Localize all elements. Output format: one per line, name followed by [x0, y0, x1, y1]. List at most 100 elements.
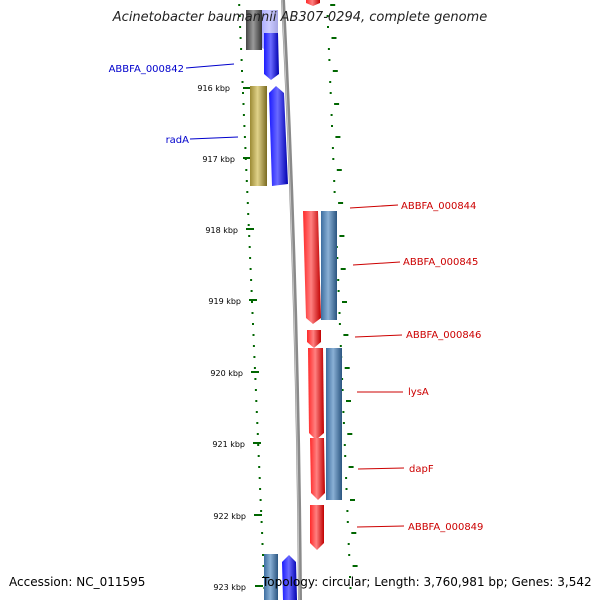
cds-abbfa-000849[interactable] [310, 505, 324, 550]
gc-dot [330, 4, 336, 6]
tick-917: 917 kbp [202, 155, 251, 164]
gene-bottom-left[interactable] [264, 554, 278, 600]
gc-dot [339, 345, 342, 347]
reverse-features [303, 0, 342, 550]
gc-dot [337, 279, 340, 281]
gc-dot [253, 356, 256, 358]
tick-label: 920 kbp [210, 369, 243, 378]
gc-dot [255, 411, 258, 413]
gc-dot [338, 312, 341, 314]
gc-dot [346, 521, 349, 523]
gc-dot [261, 543, 264, 545]
gene-abbfa-000845[interactable] [321, 211, 337, 320]
gc-dot [241, 81, 244, 83]
gc-dot [246, 202, 249, 204]
gc-dot [337, 290, 340, 292]
genome-backbone [281, 0, 302, 600]
gc-dot [348, 466, 354, 468]
label-abbfa-000849[interactable]: ABBFA_000849 [408, 522, 483, 533]
gc-dot [327, 48, 330, 50]
gc-dot [247, 224, 250, 226]
gc-dot [332, 70, 338, 72]
gc-dot [243, 136, 246, 138]
gc-dot [242, 92, 244, 94]
gc-dot [351, 532, 357, 534]
gc-dot [259, 499, 262, 501]
label-abbfa-000845[interactable]: ABBFA_000845 [403, 257, 478, 268]
gc-dot [336, 169, 342, 171]
cds-abbfa-000842[interactable] [264, 33, 279, 80]
gc-dot [349, 587, 352, 589]
cds-abbfa-000846[interactable] [307, 330, 321, 348]
gc-dot [338, 323, 341, 325]
cds-rada[interactable] [269, 86, 288, 186]
label-abbfa-000846[interactable]: ABBFA_000846 [406, 330, 481, 341]
gc-dot [341, 378, 344, 380]
cds-dapf[interactable] [310, 438, 325, 500]
gc-dot [248, 235, 251, 237]
cds-abbfa-000844[interactable] [303, 211, 321, 324]
label-lysa[interactable]: lysA [408, 387, 429, 398]
gc-content-track-left [238, 4, 266, 589]
gc-dot [344, 367, 350, 369]
gc-dot [343, 444, 346, 446]
gc-dot [342, 301, 347, 303]
cds-lysa[interactable] [308, 348, 324, 440]
position-axis: 916 kbp 917 kbp 918 kbp 919 kbp 920 kbp … [197, 84, 263, 592]
gc-dot [341, 389, 344, 391]
gc-dot [329, 81, 332, 83]
gc-dot [343, 334, 349, 336]
gc-dot [332, 158, 335, 160]
tick-916: 916 kbp [197, 84, 251, 93]
gc-dot [336, 257, 339, 259]
cds-bottom-left[interactable] [282, 555, 297, 600]
gc-dot [256, 433, 259, 435]
gene-rada[interactable] [250, 86, 267, 186]
gc-dot [251, 301, 253, 303]
gc-dot [241, 70, 243, 72]
label-dapf[interactable]: dapF [409, 464, 434, 475]
gene-lysa[interactable] [326, 348, 342, 500]
gc-dot [327, 26, 329, 28]
gc-dot [248, 246, 251, 248]
label-abbfa-000844[interactable]: ABBFA_000844 [401, 201, 476, 212]
gc-dot [342, 411, 345, 413]
tick-922: 922 kbp [213, 512, 262, 521]
tick-label: 919 kbp [208, 297, 241, 306]
gc-dot [261, 532, 264, 534]
gc-dot [330, 114, 333, 116]
gc-dot [344, 455, 347, 457]
forward-features [246, 10, 297, 600]
gc-dot [338, 202, 344, 204]
gc-dot [242, 114, 245, 116]
gc-dot [258, 477, 261, 479]
tick-label: 917 kbp [202, 155, 235, 164]
gc-dot [331, 37, 337, 39]
label-abbfa-000842[interactable]: ABBFA_000842 [109, 64, 184, 75]
gc-dot [329, 92, 332, 94]
gc-dot [250, 279, 253, 281]
gc-dot [328, 59, 331, 61]
gc-dot [347, 543, 350, 545]
gc-dot [250, 290, 253, 292]
gc-dot [331, 147, 334, 149]
gc-dot [260, 510, 263, 512]
gene-feature-gray[interactable] [246, 10, 262, 50]
tick-919: 919 kbp [208, 297, 257, 306]
gc-dot [239, 26, 242, 28]
tick-920: 920 kbp [210, 369, 259, 378]
gc-dot [346, 510, 349, 512]
tick-921: 921 kbp [212, 440, 261, 449]
gc-dot [251, 312, 254, 314]
gc-dot [345, 477, 348, 479]
map-title: Acinetobacter baumannii AB307-0294, comp… [112, 10, 488, 25]
gc-dot [334, 103, 340, 105]
gc-dot [260, 521, 263, 523]
gc-dot [339, 235, 345, 237]
gc-dot [239, 37, 242, 39]
label-rada[interactable]: radA [166, 135, 190, 146]
feature-labels: ABBFA_000842 radA ABBFA_000844 ABBFA_000… [109, 63, 483, 533]
cds-feature-top-right[interactable] [306, 0, 320, 6]
gc-dot [243, 125, 246, 127]
